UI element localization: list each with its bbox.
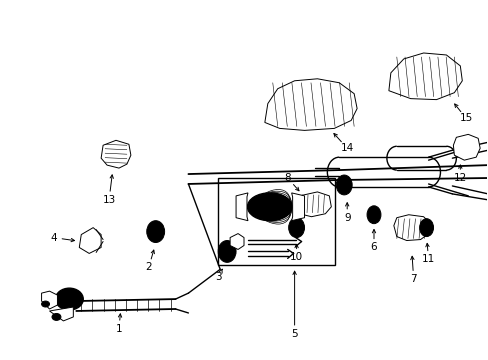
Polygon shape [79, 228, 101, 253]
Ellipse shape [41, 301, 49, 307]
Text: 13: 13 [102, 195, 116, 205]
Text: 7: 7 [409, 274, 416, 284]
Polygon shape [294, 192, 331, 217]
Polygon shape [388, 53, 461, 100]
Ellipse shape [218, 240, 236, 262]
Text: 9: 9 [343, 213, 350, 223]
Ellipse shape [422, 223, 429, 232]
Polygon shape [264, 79, 356, 130]
Polygon shape [41, 291, 57, 309]
Bar [218, 178, 335, 265]
Text: 11: 11 [421, 255, 434, 264]
Ellipse shape [146, 221, 164, 243]
Ellipse shape [419, 219, 433, 237]
Text: 5: 5 [291, 329, 297, 339]
Polygon shape [230, 234, 244, 249]
Ellipse shape [61, 293, 77, 305]
Ellipse shape [370, 210, 377, 219]
Ellipse shape [150, 225, 161, 238]
Text: 14: 14 [340, 143, 353, 153]
Text: 6: 6 [370, 243, 377, 252]
Text: 12: 12 [453, 173, 466, 183]
Text: 4: 4 [50, 233, 57, 243]
Polygon shape [49, 307, 73, 321]
Text: 2: 2 [145, 262, 152, 272]
Text: 8: 8 [284, 173, 290, 183]
Ellipse shape [336, 175, 351, 195]
Ellipse shape [292, 223, 300, 233]
Ellipse shape [52, 314, 61, 320]
Text: 3: 3 [214, 272, 221, 282]
Polygon shape [452, 134, 479, 160]
Polygon shape [291, 193, 304, 221]
Text: 15: 15 [459, 113, 472, 123]
Text: 10: 10 [289, 252, 303, 262]
Ellipse shape [366, 206, 380, 224]
Ellipse shape [55, 288, 83, 310]
Ellipse shape [222, 244, 231, 255]
Polygon shape [393, 215, 429, 240]
Ellipse shape [288, 218, 304, 238]
Polygon shape [101, 140, 131, 168]
Ellipse shape [247, 193, 291, 221]
Text: 1: 1 [116, 324, 122, 334]
Polygon shape [236, 193, 247, 221]
Ellipse shape [340, 180, 347, 190]
